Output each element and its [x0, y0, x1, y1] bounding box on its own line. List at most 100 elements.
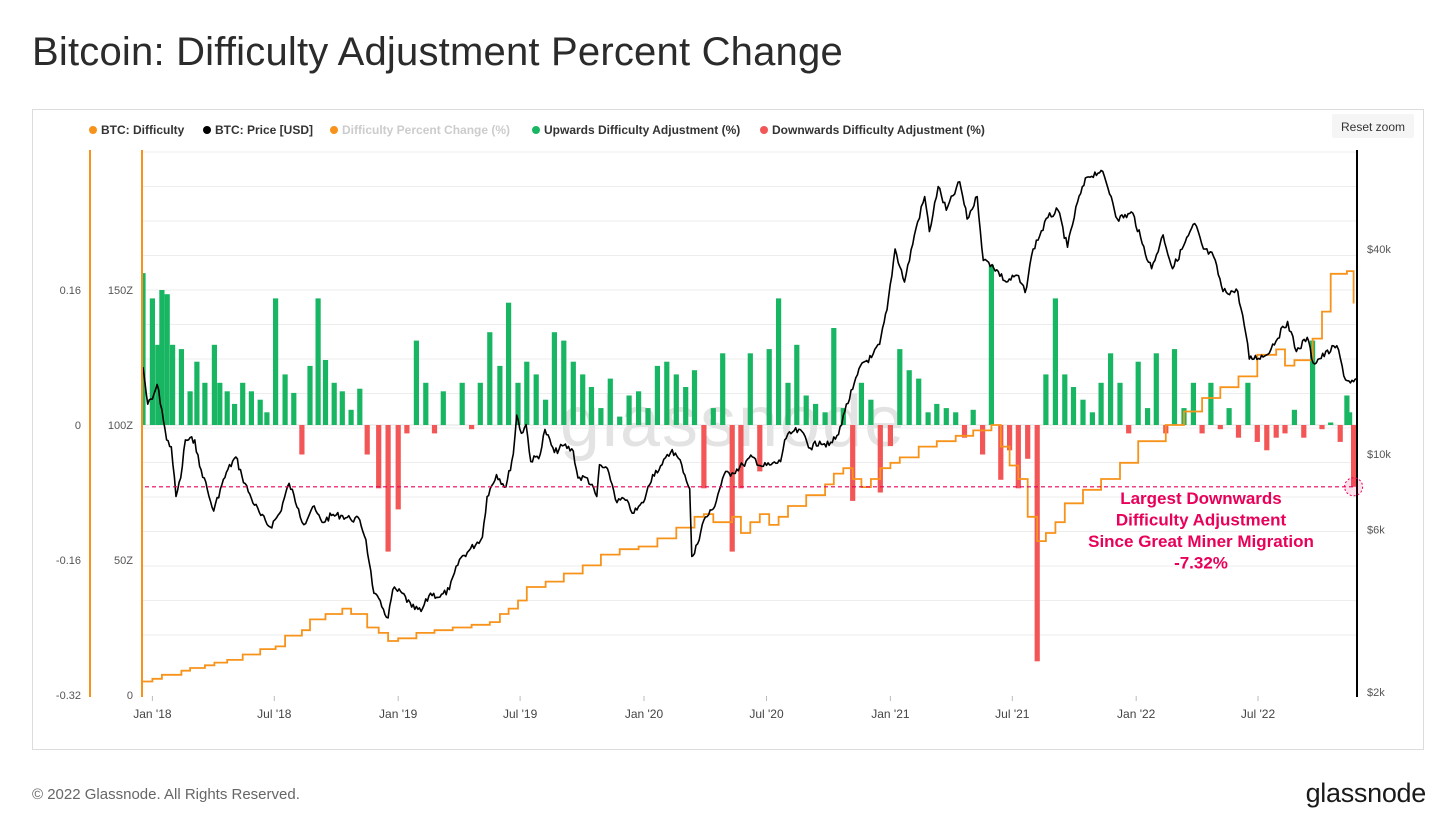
upward-adjustment-bar	[1153, 353, 1159, 425]
annotation-marker	[1344, 477, 1364, 497]
legend-label: BTC: Difficulty	[101, 123, 185, 137]
upward-adjustment-bar	[533, 374, 539, 425]
downward-adjustment-bar	[1034, 425, 1040, 662]
upward-adjustment-bar	[831, 328, 837, 425]
legend-marker	[203, 126, 211, 134]
downward-adjustment-bar	[877, 425, 883, 493]
upward-adjustment-bar	[1245, 382, 1251, 425]
upward-adjustment-bar	[785, 382, 791, 425]
x-tick-label: Jul '22	[1241, 707, 1276, 721]
downward-adjustment-bar	[1235, 425, 1242, 438]
legend-item[interactable]: BTC: Difficulty	[89, 123, 185, 137]
upward-adjustment-bar	[149, 298, 155, 425]
downward-adjustment-bar	[404, 425, 410, 434]
legend-item[interactable]: Downwards Difficulty Adjustment (%)	[760, 123, 985, 137]
legend-item[interactable]: Difficulty Percent Change (%)	[330, 123, 510, 137]
upward-adjustment-bar	[331, 382, 337, 425]
downward-adjustment-bar	[469, 425, 475, 430]
upward-adjustment-bar	[1098, 382, 1104, 425]
upward-adjustment-bar	[1043, 374, 1049, 425]
upward-adjustment-bar	[776, 298, 782, 425]
upward-adjustment-bar	[654, 365, 660, 425]
upward-adjustment-bar	[710, 408, 716, 425]
upward-adjustment-bar	[897, 349, 903, 425]
upward-adjustment-bar	[1347, 412, 1353, 425]
difficulty-series-line	[143, 270, 1355, 683]
upward-adjustment-bar	[187, 391, 193, 426]
upward-adjustment-bar	[477, 382, 483, 425]
upward-adjustment-bar	[240, 382, 246, 425]
price-tick-label: $40k	[1367, 244, 1391, 256]
chart-frame[interactable]: glassnode 0.16 0 -0.16 -0.32 150Z 100Z 50Z 0 $40…	[32, 109, 1424, 750]
downward-adjustment-bar	[1199, 425, 1205, 434]
price-line	[143, 169, 1357, 619]
downward-adjustment-bar	[1025, 425, 1031, 459]
glassnode-logo[interactable]: glassnode	[1305, 778, 1427, 808]
upward-adjustment-bar	[645, 408, 651, 425]
difficulty-chart[interactable]: glassnode 0.160-0.16-0.32150Z100Z50Z0$40…	[33, 110, 1423, 749]
downward-adjustment-bar	[738, 425, 744, 489]
downward-adjustment-bar	[1264, 425, 1270, 451]
percent-tick-label: -0.32	[56, 690, 81, 702]
downward-adjustment-bar	[364, 425, 370, 455]
downward-adjustment-bar	[980, 425, 986, 455]
upward-adjustment-bar	[1070, 387, 1077, 425]
downward-adjustment-bar	[1254, 425, 1260, 442]
upward-adjustment-bar	[916, 378, 922, 425]
difficulty-tick-label: 0	[127, 690, 133, 702]
upward-adjustment-bar	[170, 344, 176, 425]
upward-adjustment-bar	[570, 361, 576, 425]
downward-adjustment-bar	[395, 425, 401, 510]
annotation-text: -7.32%	[1174, 554, 1228, 573]
upward-adjustment-bar	[747, 353, 753, 425]
upward-adjustment-bar	[943, 408, 949, 425]
x-tick-label: Jan '19	[379, 707, 418, 721]
legend-label: Downwards Difficulty Adjustment (%)	[772, 123, 985, 137]
upward-adjustment-bar	[315, 298, 321, 425]
reset-zoom-label: Reset zoom	[1341, 120, 1405, 134]
upward-adjustment-bar	[1135, 361, 1141, 425]
x-tick-label: Jan '22	[1117, 707, 1156, 721]
upward-adjustment-bar	[194, 361, 200, 425]
upward-adjustment-bar	[1208, 382, 1214, 425]
price-series-line	[143, 169, 1357, 619]
downward-adjustment-bar	[1337, 425, 1343, 442]
price-tick-label: $10k	[1367, 449, 1391, 461]
upward-adjustment-bar	[561, 340, 567, 425]
downward-adjustment-bar	[961, 425, 968, 438]
upward-adjustment-bar	[506, 302, 512, 425]
upward-adjustment-bar	[691, 370, 698, 425]
bar-series	[143, 264, 1357, 662]
legend-label: Upwards Difficulty Adjustment (%)	[544, 123, 740, 137]
legend[interactable]: BTC: Difficulty BTC: Price [USD] Difficult…	[89, 123, 985, 137]
x-tick-label: Jul '19	[503, 707, 538, 721]
legend-marker	[760, 126, 768, 134]
upward-adjustment-bar	[423, 382, 429, 425]
legend-marker	[532, 126, 540, 134]
upward-adjustment-bar	[868, 399, 874, 425]
upward-adjustment-bar	[164, 294, 170, 425]
upward-adjustment-bar	[273, 298, 279, 425]
upward-adjustment-bar	[673, 374, 679, 425]
annotation-text: Difficulty Adjustment	[1116, 511, 1287, 530]
downward-adjustment-bar	[1015, 425, 1021, 489]
downward-adjustment-bar	[757, 425, 763, 472]
upward-adjustment-bar	[953, 412, 959, 425]
legend-item[interactable]: Upwards Difficulty Adjustment (%)	[532, 123, 740, 137]
upward-adjustment-bar	[202, 382, 208, 425]
downward-adjustment-bar	[376, 425, 382, 489]
reset-zoom-button[interactable]: Reset zoom	[1332, 114, 1414, 138]
legend-item[interactable]: BTC: Price [USD]	[203, 123, 313, 137]
difficulty-tick-label: 50Z	[114, 555, 133, 567]
upward-adjustment-bar	[1089, 412, 1095, 425]
upward-adjustment-bar	[822, 412, 828, 425]
upward-adjustment-bar	[1344, 395, 1350, 425]
difficulty-line	[143, 270, 1355, 683]
difficulty-tick-label: 100Z	[108, 420, 133, 432]
upward-adjustment-bar	[683, 387, 689, 425]
upward-adjustment-bar	[636, 391, 642, 426]
x-tick-label: Jul '20	[749, 707, 784, 721]
upward-adjustment-bar	[291, 392, 297, 425]
axes: 0.16 0 -0.16 -0.32 150Z 100Z 50Z 0 $40k $10k $6k $2…	[56, 150, 1391, 721]
downward-adjustment-bar	[1007, 425, 1013, 451]
